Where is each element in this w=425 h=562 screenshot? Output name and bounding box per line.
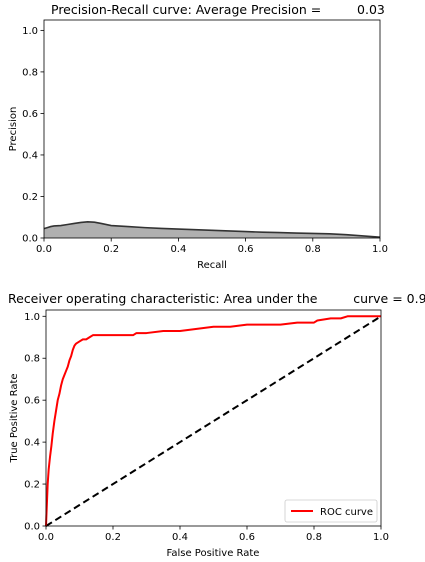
roc-chart: Receiver operating characteristic: Area … xyxy=(8,291,425,559)
pr-axes-frame xyxy=(43,19,381,239)
pr-ytick-label: 0.2 xyxy=(22,192,38,203)
roc-xtick-label: 0.0 xyxy=(38,532,54,543)
pr-xtick-label: 0.4 xyxy=(170,244,186,255)
pr-ytick-label: 0.4 xyxy=(22,150,38,161)
pr-ytick-label: 1.0 xyxy=(22,26,38,37)
roc-ylabel: True Positive Rate xyxy=(9,373,20,463)
roc-ytick-label: 0.2 xyxy=(24,480,40,491)
roc-legend: ROC curve xyxy=(284,499,378,523)
pr-xlabel: Recall xyxy=(197,260,227,271)
roc-xtick-label: 0.6 xyxy=(239,532,255,543)
roc-xtick-label: 1.0 xyxy=(373,532,389,543)
pr-ytick-label: 0.8 xyxy=(22,67,38,78)
pr-ytick-label: 0.0 xyxy=(22,234,38,245)
pr-plot-area xyxy=(43,221,381,238)
roc-ytick-label: 0.6 xyxy=(24,396,40,407)
roc-xtick-label: 0.2 xyxy=(105,532,121,543)
pr-xtick-label: 0.0 xyxy=(36,244,52,255)
pr-area xyxy=(44,221,380,238)
pr-line xyxy=(43,221,381,238)
roc-xtick-label: 0.8 xyxy=(306,532,322,543)
roc-ytick-label: 0.4 xyxy=(24,438,40,449)
roc-ytick-label: 0.8 xyxy=(24,354,40,365)
pr-xtick-label: 0.6 xyxy=(238,244,254,255)
roc-ytick-label: 1.0 xyxy=(24,312,40,323)
pr-chart-title: Precision-Recall curve: Average Precisio… xyxy=(51,2,385,17)
roc-xlabel: False Positive Rate xyxy=(167,548,260,559)
roc-legend-box xyxy=(284,499,378,523)
roc-legend-label: ROC curve xyxy=(320,507,373,518)
pr-xtick-label: 0.8 xyxy=(305,244,321,255)
roc-xtick-label: 0.4 xyxy=(172,532,188,543)
roc-curve-line xyxy=(45,315,381,527)
roc-ytick-label: 0.0 xyxy=(24,522,40,533)
roc-chart-title: Receiver operating characteristic: Area … xyxy=(8,291,425,306)
pr-ytick-label: 0.6 xyxy=(22,109,38,120)
roc-axes-frame xyxy=(45,309,382,527)
pr-xtick-label: 0.2 xyxy=(103,244,119,255)
pr-ylabel: Precision xyxy=(8,107,19,152)
pr-ticks: 0.0 0.2 0.4 0.6 0.8 1.0 0.0 0.2 0.4 0.6 0.8 1.0 xyxy=(22,26,388,255)
pr-chart: Precision-Recall curve: Average Precisio… xyxy=(8,2,388,271)
roc-ticks: 0.0 0.2 0.4 0.6 0.8 1.0 0.0 0.2 0.4 0.6 0.8 1.0 xyxy=(24,312,389,543)
roc-plot-area xyxy=(45,315,382,527)
roc-chance-line xyxy=(45,315,382,527)
pr-xtick-label: 1.0 xyxy=(372,244,388,255)
